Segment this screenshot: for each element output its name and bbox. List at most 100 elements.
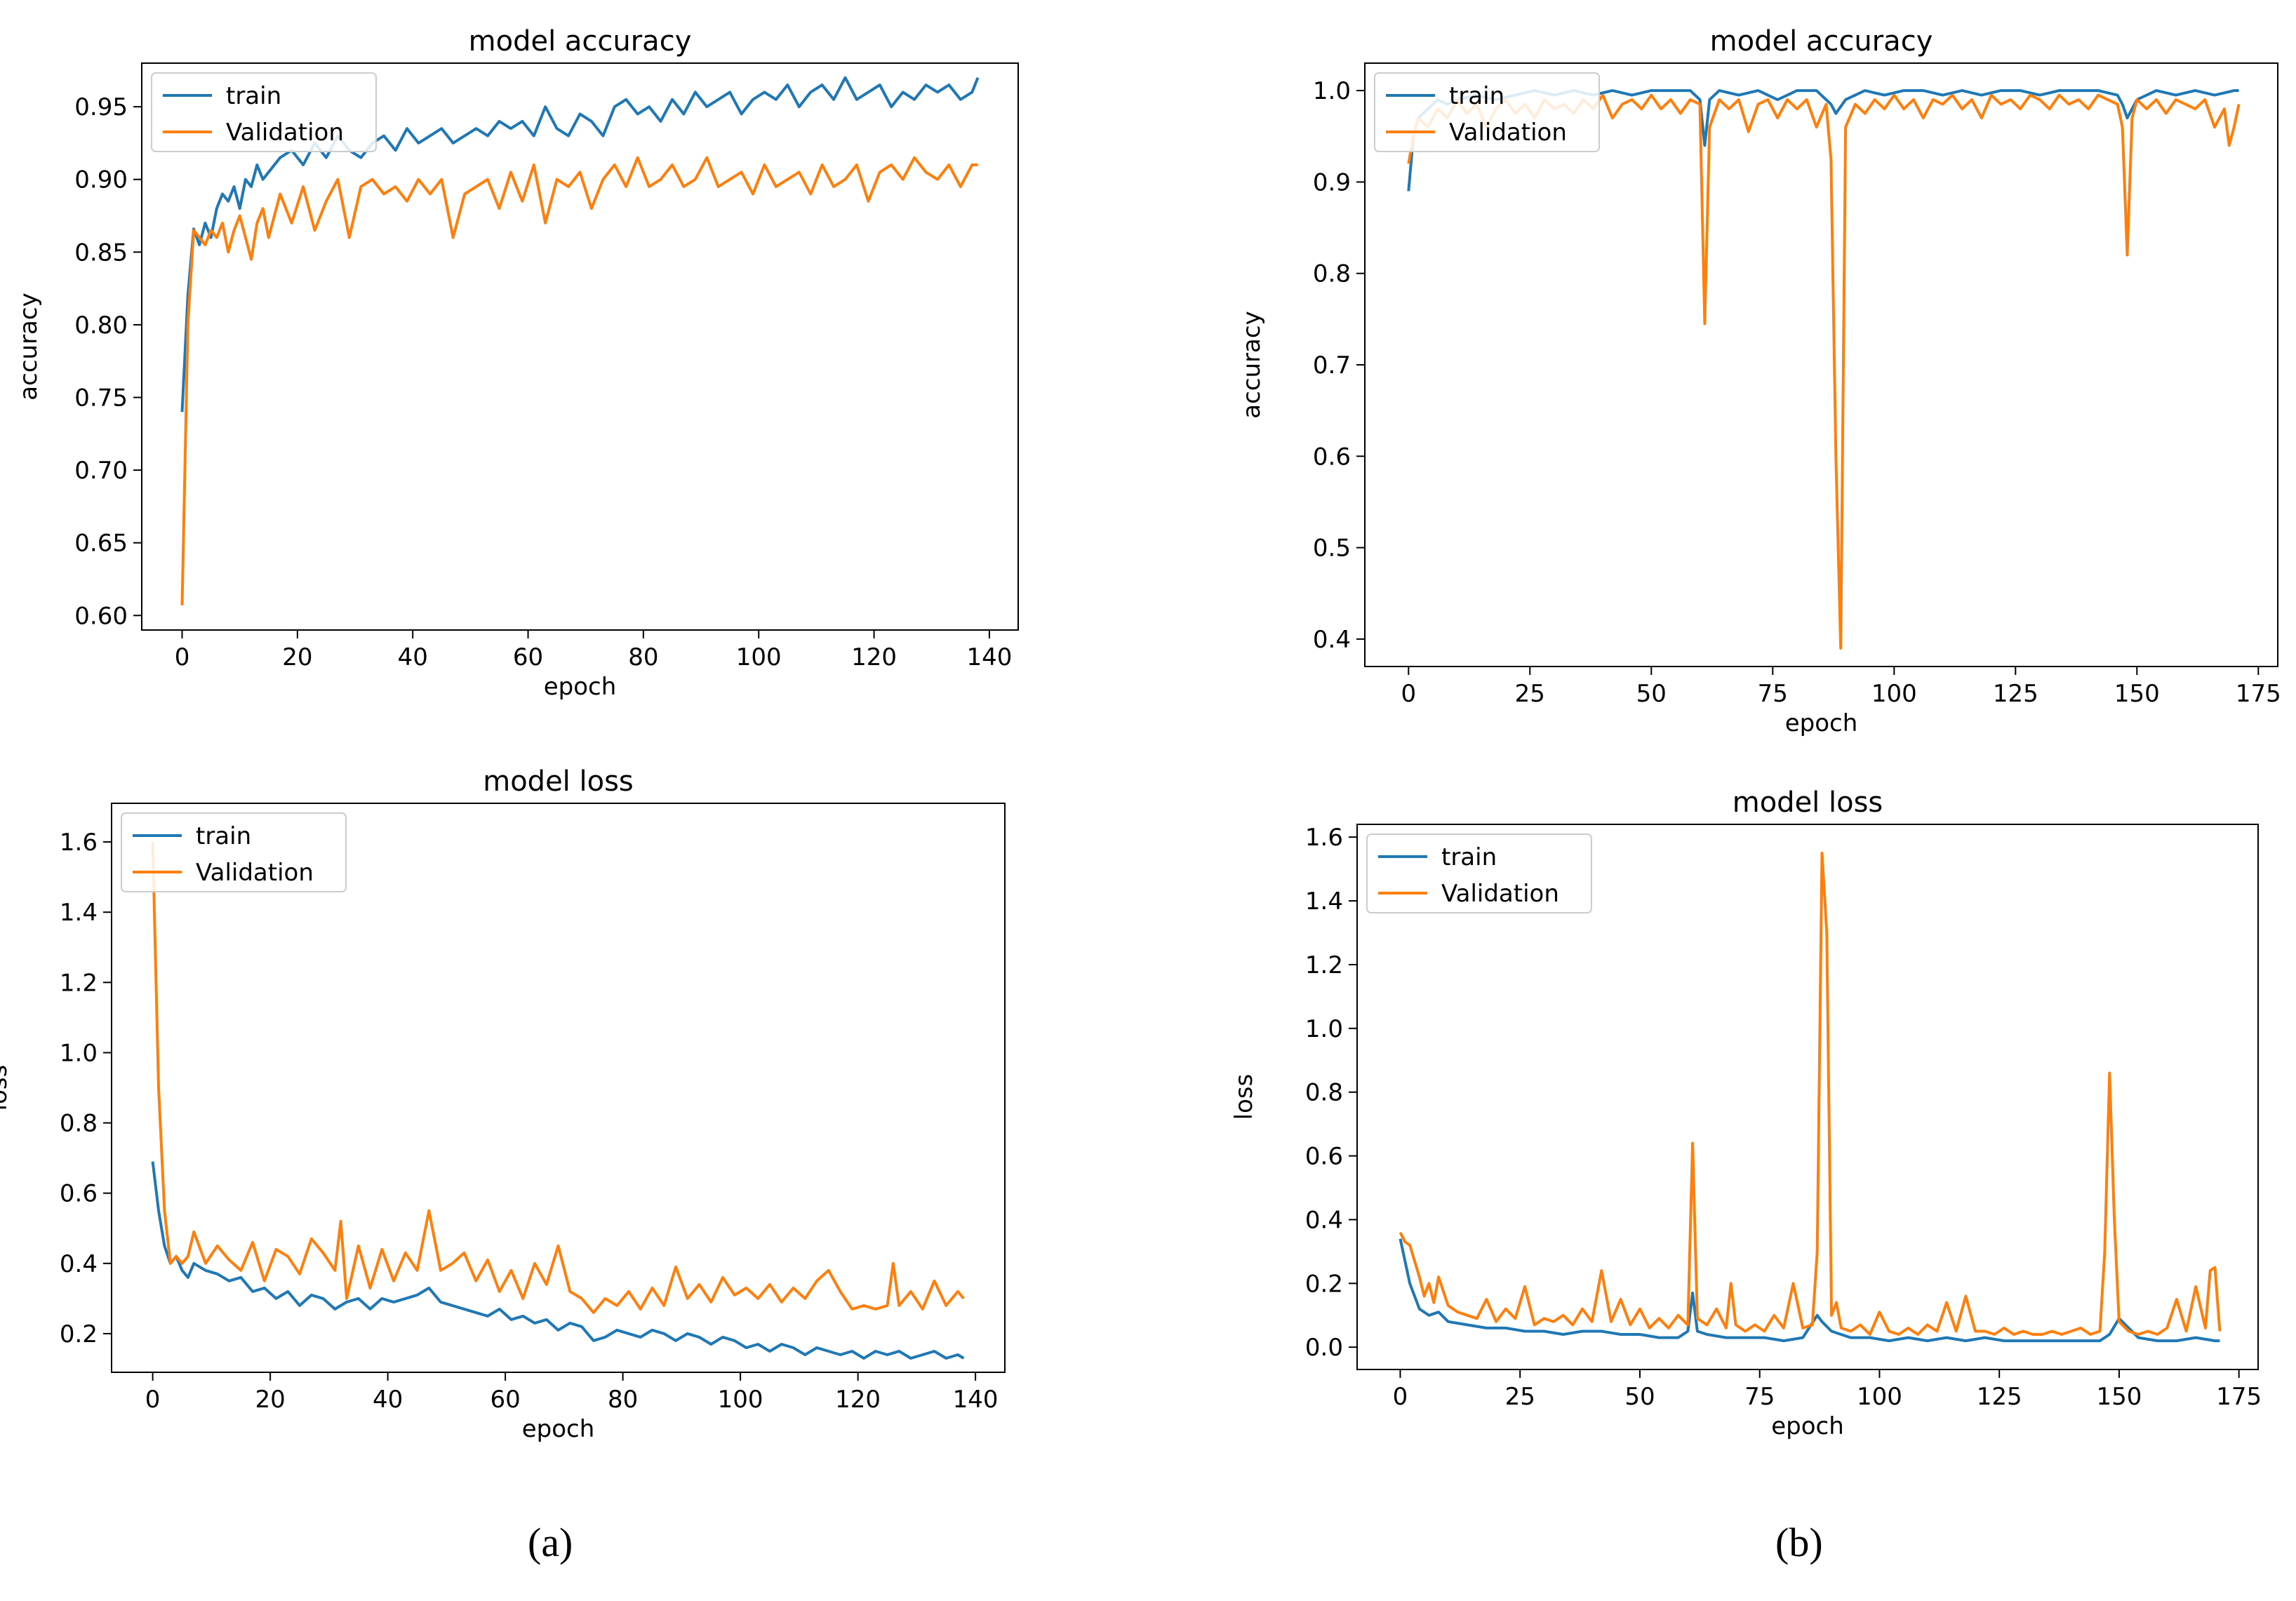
x-axis-label: epoch bbox=[544, 673, 617, 701]
x-tick-label: 125 bbox=[1977, 1383, 2022, 1411]
x-tick-label: 25 bbox=[1505, 1383, 1535, 1411]
y-tick-label: 1.6 bbox=[1305, 824, 1343, 852]
x-tick-label: 40 bbox=[373, 1386, 403, 1414]
y-tick-label: 0.5 bbox=[1313, 535, 1351, 563]
y-axis-label: accuracy bbox=[15, 293, 43, 400]
legend-label-validation: Validation bbox=[196, 859, 314, 887]
y-tick-label: 1.0 bbox=[60, 1039, 98, 1067]
x-tick-label: 0 bbox=[1401, 680, 1416, 708]
y-tick-label: 1.6 bbox=[60, 829, 98, 857]
y-tick-label: 1.0 bbox=[1305, 1015, 1343, 1043]
series-line-validation bbox=[1399, 851, 2222, 1336]
x-tick-label: 50 bbox=[1624, 1383, 1655, 1411]
legend-label-validation: Validation bbox=[1441, 880, 1559, 908]
x-tick-label: 60 bbox=[513, 643, 543, 671]
x-tick-label: 120 bbox=[851, 643, 897, 671]
x-tick-label: 140 bbox=[953, 1386, 999, 1414]
x-axis-label: epoch bbox=[522, 1415, 595, 1443]
x-tick-label: 20 bbox=[255, 1386, 285, 1414]
y-tick-label: 0.4 bbox=[1313, 626, 1351, 654]
plot-frame bbox=[111, 803, 1006, 1373]
y-tick-label: 0.4 bbox=[60, 1250, 98, 1278]
legend-label-train: train bbox=[226, 82, 281, 110]
series-line-train bbox=[1399, 1238, 2220, 1343]
y-tick-label: 1.4 bbox=[60, 899, 98, 927]
chart-b_loss: model loss 0 25 50 75 100 125 150 175 0.0 0.2 0.4 0.… bbox=[1230, 786, 2262, 1440]
x-tick-label: 175 bbox=[2216, 1383, 2262, 1411]
y-tick-label: 0.75 bbox=[74, 384, 128, 413]
legend-label-validation: Validation bbox=[226, 119, 344, 147]
y-tick-label: 0.9 bbox=[1313, 168, 1351, 196]
x-axis-label: epoch bbox=[1785, 709, 1858, 737]
x-tick-label: 40 bbox=[398, 643, 428, 671]
chart-title: model loss bbox=[483, 765, 634, 798]
x-tick-label: 75 bbox=[1744, 1383, 1775, 1411]
x-tick-label: 75 bbox=[1758, 680, 1788, 708]
legend-label-train: train bbox=[1449, 82, 1504, 110]
chart-title: model accuracy bbox=[1710, 25, 1933, 58]
y-tick-label: 0.2 bbox=[1305, 1270, 1343, 1298]
chart-a_acc: model accuracy 0 20 40 60 80 100 120 140 0.60 0.65… bbox=[15, 25, 1019, 701]
x-tick-label: 150 bbox=[2096, 1383, 2142, 1411]
x-tick-label: 20 bbox=[282, 643, 312, 671]
x-tick-label: 150 bbox=[2114, 680, 2160, 708]
y-tick-label: 0.2 bbox=[60, 1320, 98, 1348]
x-tick-label: 100 bbox=[1871, 680, 1917, 708]
plot-frame bbox=[1356, 824, 2259, 1370]
x-tick-label: 100 bbox=[736, 643, 782, 671]
y-axis-label: loss bbox=[1230, 1074, 1258, 1120]
legend-label-validation: Validation bbox=[1449, 119, 1567, 147]
x-tick-label: 175 bbox=[2236, 680, 2281, 708]
y-tick-label: 0.6 bbox=[1313, 443, 1351, 471]
y-tick-label: 0.4 bbox=[1305, 1206, 1343, 1234]
series-line-validation bbox=[151, 842, 965, 1314]
y-tick-label: 0.8 bbox=[1305, 1079, 1343, 1107]
caption-b: (b) bbox=[1775, 1520, 1823, 1565]
y-tick-label: 0.60 bbox=[74, 602, 128, 630]
y-tick-label: 0.0 bbox=[1305, 1334, 1343, 1362]
caption-a: (a) bbox=[528, 1520, 573, 1565]
x-tick-label: 25 bbox=[1515, 680, 1545, 708]
x-tick-label: 100 bbox=[1857, 1383, 1902, 1411]
y-tick-label: 0.85 bbox=[74, 239, 128, 267]
y-tick-label: 0.65 bbox=[74, 530, 128, 558]
y-tick-label: 1.2 bbox=[1305, 951, 1343, 979]
x-tick-label: 100 bbox=[718, 1386, 763, 1414]
y-tick-label: 0.7 bbox=[1313, 351, 1351, 380]
legend-label-train: train bbox=[1441, 843, 1497, 871]
y-tick-label: 1.0 bbox=[1313, 77, 1351, 105]
x-tick-label: 50 bbox=[1636, 680, 1667, 708]
x-tick-label: 120 bbox=[835, 1386, 881, 1414]
y-tick-label: 0.6 bbox=[60, 1180, 98, 1208]
chart-b_acc: model accuracy 0 25 50 75 100 125 150 175 0.4 0.5 0… bbox=[1238, 25, 2281, 737]
y-tick-label: 0.90 bbox=[74, 166, 128, 194]
y-tick-label: 1.2 bbox=[60, 969, 98, 997]
y-tick-label: 0.8 bbox=[60, 1110, 98, 1138]
x-tick-label: 80 bbox=[628, 643, 658, 671]
x-tick-label: 0 bbox=[175, 643, 190, 671]
chart-title: model accuracy bbox=[469, 25, 692, 58]
y-axis-label: loss bbox=[0, 1065, 13, 1111]
chart-title: model loss bbox=[1733, 786, 1883, 819]
x-tick-label: 140 bbox=[966, 643, 1012, 671]
y-tick-label: 1.4 bbox=[1305, 887, 1343, 916]
x-tick-label: 0 bbox=[1393, 1383, 1408, 1411]
series-line-train bbox=[151, 1161, 965, 1360]
y-tick-label: 0.6 bbox=[1305, 1143, 1343, 1171]
legend-label-train: train bbox=[196, 822, 251, 850]
y-tick-label: 0.80 bbox=[74, 312, 128, 340]
x-tick-label: 0 bbox=[145, 1386, 161, 1414]
x-axis-label: epoch bbox=[1771, 1412, 1844, 1440]
y-axis-label: accuracy bbox=[1238, 311, 1266, 418]
plot-frame bbox=[1364, 62, 2278, 667]
chart-a_loss: model loss 0 20 40 60 80 100 120 140 0.2 0.4 0.6 0.8… bbox=[0, 765, 1006, 1443]
series-line-validation bbox=[180, 156, 978, 605]
y-tick-label: 0.8 bbox=[1313, 260, 1351, 288]
series-line-train bbox=[180, 76, 980, 413]
x-tick-label: 60 bbox=[490, 1386, 520, 1414]
x-tick-label: 80 bbox=[608, 1386, 638, 1414]
y-tick-label: 0.95 bbox=[74, 93, 128, 121]
y-tick-label: 0.70 bbox=[74, 457, 128, 485]
x-tick-label: 125 bbox=[1993, 680, 2038, 708]
